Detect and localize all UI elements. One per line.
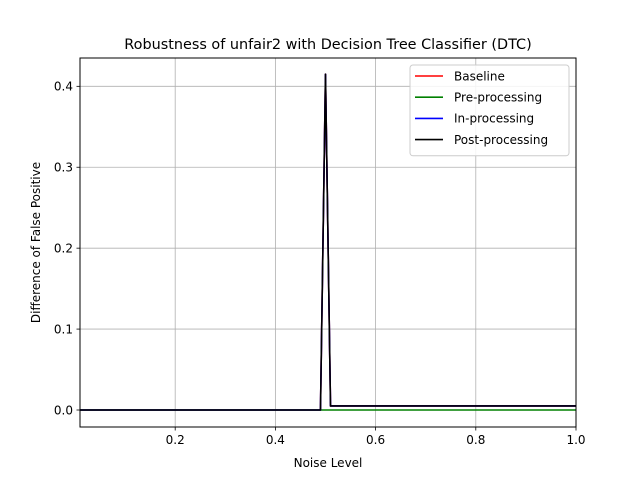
x-tick-label: 0.6: [366, 433, 385, 447]
axis-ticks: 0.2 0.4 0.6 0.8 1.0 0.0 0.1 0.2 0.3 0.4: [54, 80, 586, 447]
y-tick-label: 0.4: [54, 80, 73, 94]
series-line-post-processing: [80, 73, 576, 411]
x-tick-label: 0.4: [266, 433, 285, 447]
x-tick-label: 1.0: [566, 433, 585, 447]
legend-label: Baseline: [454, 69, 505, 83]
x-axis-label: Noise Level: [294, 456, 363, 470]
legend: Baseline Pre-processing In-processing Post-…: [409, 64, 570, 157]
y-tick-label: 0.0: [54, 403, 73, 417]
y-tick-label: 0.3: [54, 161, 73, 175]
y-tick-label: 0.2: [54, 241, 73, 255]
y-tick-label: 0.1: [54, 322, 73, 336]
chart-title: Robustness of unfair2 with Decision Tree…: [124, 37, 531, 53]
x-tick-label: 0.8: [466, 433, 485, 447]
x-tick-label: 0.2: [166, 433, 185, 447]
legend-label: Pre-processing: [454, 91, 542, 105]
legend-box: [409, 64, 570, 157]
legend-label: In-processing: [454, 112, 534, 126]
plot-frame: [79, 57, 577, 428]
y-axis-label: Difference of False Positive: [29, 162, 43, 323]
series-layer: [80, 73, 576, 411]
legend-label: Post-processing: [454, 133, 548, 147]
